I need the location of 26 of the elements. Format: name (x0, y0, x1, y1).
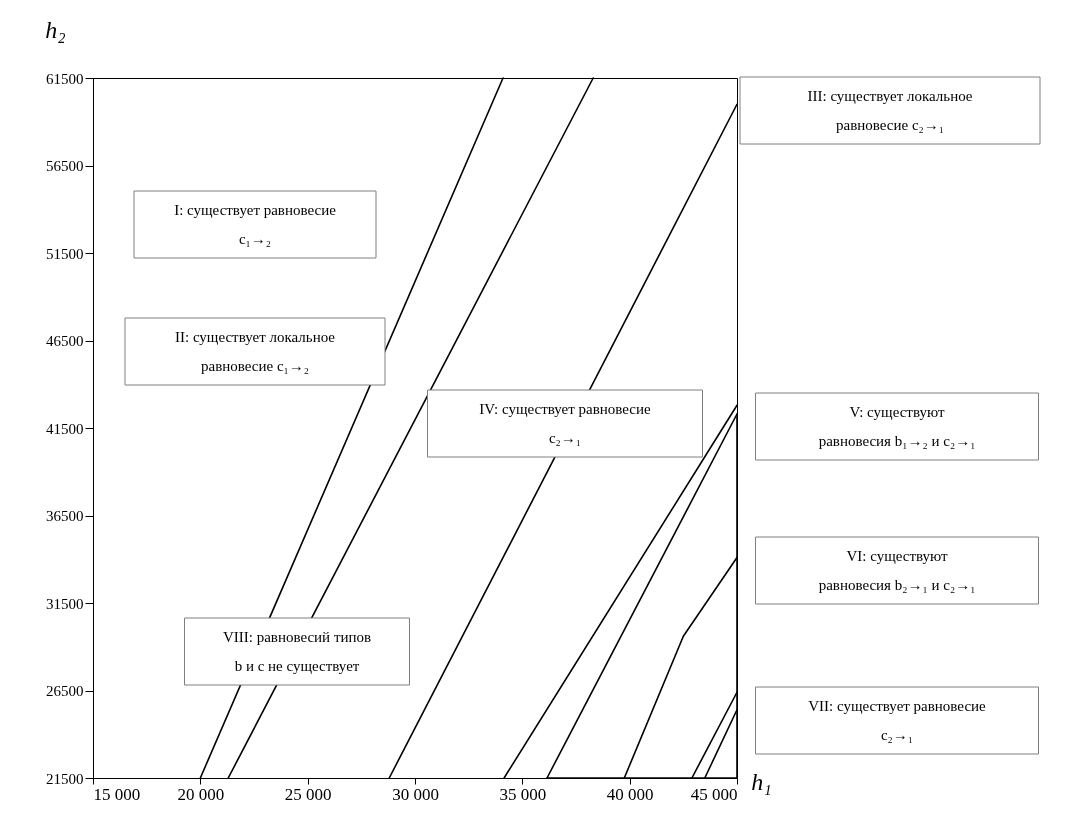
y-tick-label: 56500 (46, 158, 84, 174)
x-tick-label: 25 000 (284, 784, 332, 804)
x-tick-label: 35 000 (499, 784, 547, 804)
x-tick-label: 40 000 (606, 784, 654, 804)
x-tick-label: 15 000 (93, 784, 141, 804)
y-tick-label: 36500 (46, 508, 84, 524)
y-tick-label: 51500 (46, 245, 84, 262)
y-tick-label: 31500 (46, 595, 84, 612)
annotation: VIII: равновесий типов b и c не существует (222, 629, 372, 674)
text: VII: существует равновесие c₂→₁ (808, 698, 987, 743)
text: III: существует локальное равновесие c₂→₁ (807, 88, 973, 133)
annotation: IV: существует равновесие c₂→₁ (479, 401, 652, 446)
text: V: существуют равновесия b₁→₂ и c₂→₁ (818, 404, 976, 449)
y-tick-label: 26500 (46, 683, 84, 699)
annotation: II: существует локальное равновесие c₁→₂ (174, 329, 336, 374)
text: VI: существуют равновесия b₂→₁ и c₂→₁ (818, 548, 976, 593)
x-tick-label: 20 000 (177, 784, 225, 804)
y-tick-label: 41500 (46, 420, 84, 437)
x-tick-label: 30 000 (392, 784, 439, 804)
x-axis-title: h₁ (751, 768, 772, 795)
y-tick-label: 61500 (46, 70, 84, 87)
x-tick-label: 45 000 (690, 784, 738, 804)
y-tick-label: 46500 (46, 333, 84, 349)
annotation: I: существует равновесие c₁→₂ (174, 202, 337, 247)
y-axis-title: h₂ (45, 16, 66, 43)
y-tick-label: 21500 (46, 770, 84, 787)
